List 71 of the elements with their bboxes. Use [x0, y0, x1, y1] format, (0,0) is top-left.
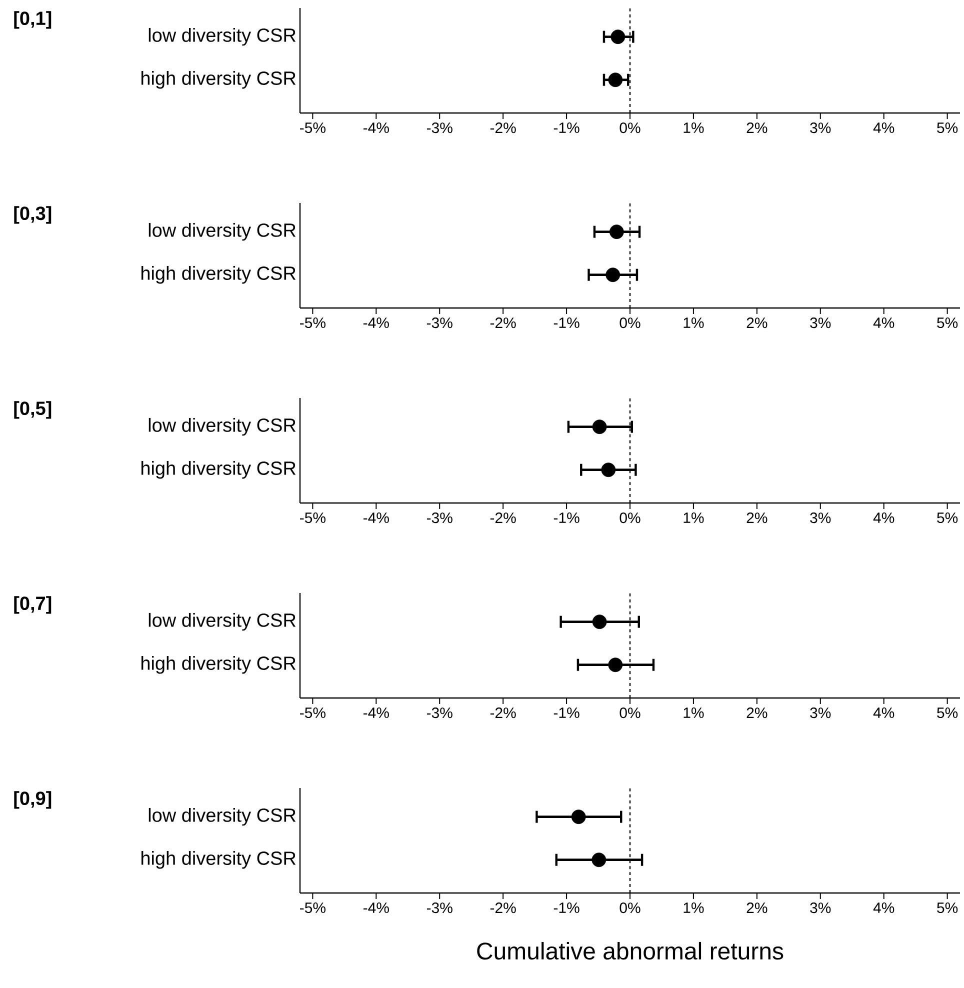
x-tick-label: -4% [363, 512, 389, 524]
text: [0,3] [14, 206, 52, 224]
x-tick-label: 0% [620, 708, 640, 718]
x-tick-label: -5% [300, 122, 326, 134]
x-tick-label: 2% [746, 902, 768, 914]
x-tick-label: 4% [873, 318, 894, 328]
y-tick-label: high diversity CSR [142, 851, 296, 869]
x-tick-label: 3% [810, 512, 831, 524]
x-tick-label: -1% [554, 318, 580, 328]
x-tick-label: -1% [554, 708, 580, 718]
x-tick-label: 2% [746, 318, 768, 328]
x-tick-label: -1% [554, 512, 580, 524]
x-tick-label: 3% [810, 902, 831, 914]
x-tick-label: -5% [300, 512, 326, 524]
text: [0,7] [14, 596, 52, 614]
x-tick-label: -3% [426, 512, 452, 524]
x-tick-label: -5% [300, 708, 326, 718]
x-tick-label: -5% [300, 318, 326, 328]
y-tick-label: low diversity CSR [148, 808, 296, 826]
x-tick-label: -3% [426, 318, 452, 328]
text: [0,5] [14, 401, 52, 419]
x-axis-title: Cumulative abnormal returns [477, 942, 784, 960]
x-tick-label: -1% [554, 122, 580, 134]
y-tick-label: low diversity CSR [148, 418, 296, 436]
x-tick-label: 1% [684, 318, 704, 328]
x-tick-label: -2% [490, 512, 516, 524]
x-tick-label: 4% [873, 122, 894, 134]
x-tick-label: 0% [620, 512, 640, 524]
x-tick-label: -1% [554, 902, 580, 914]
x-tick-label: 0% [620, 902, 640, 914]
y-tick-label: high diversity CSR [142, 70, 296, 89]
y-tick-label: high diversity CSR [142, 656, 296, 674]
text: [0,1] [14, 11, 52, 29]
x-tick-label: 5% [937, 318, 958, 328]
x-tick-label: 1% [684, 708, 704, 718]
x-tick-label: 0% [620, 122, 640, 134]
x-tick-label: 2% [746, 708, 768, 718]
x-tick-label: 1% [684, 512, 704, 524]
x-tick-label: -3% [426, 708, 452, 718]
x-tick-label: -3% [426, 902, 452, 914]
x-tick-label: 4% [873, 512, 894, 524]
y-tick-label: low diversity CSR [148, 222, 296, 241]
x-tick-label: 5% [937, 122, 958, 134]
y-tick-label: low diversity CSR [148, 28, 296, 46]
x-tick-label: 2% [746, 122, 768, 134]
x-tick-label: 2% [746, 512, 768, 524]
y-tick-label: high diversity CSR [142, 461, 296, 479]
x-tick-label: 3% [810, 318, 831, 328]
x-tick-label: 5% [937, 902, 958, 914]
x-tick-label: 4% [873, 902, 894, 914]
x-tick-label: -2% [490, 708, 516, 718]
x-tick-label: 4% [873, 708, 894, 718]
x-tick-label: -4% [363, 122, 389, 134]
x-tick-label: 0% [620, 318, 640, 328]
y-tick-label: low diversity CSR [148, 612, 296, 631]
x-tick-label: 5% [937, 512, 958, 524]
x-tick-label: -2% [490, 318, 516, 328]
x-tick-label: 3% [810, 122, 831, 134]
text: [0,9] [14, 791, 52, 809]
x-tick-label: -5% [300, 902, 326, 914]
x-tick-label: 1% [684, 902, 704, 914]
x-tick-label: -4% [363, 318, 389, 328]
x-tick-label: 5% [937, 708, 958, 718]
x-tick-label: -4% [363, 708, 389, 718]
x-tick-label: -4% [363, 902, 389, 914]
y-tick-label: high diversity CSR [142, 266, 296, 284]
x-tick-label: 3% [810, 708, 831, 718]
x-tick-label: -3% [426, 122, 452, 134]
x-tick-label: -2% [490, 902, 516, 914]
x-tick-label: 1% [684, 122, 704, 134]
x-tick-label: -2% [490, 122, 516, 134]
